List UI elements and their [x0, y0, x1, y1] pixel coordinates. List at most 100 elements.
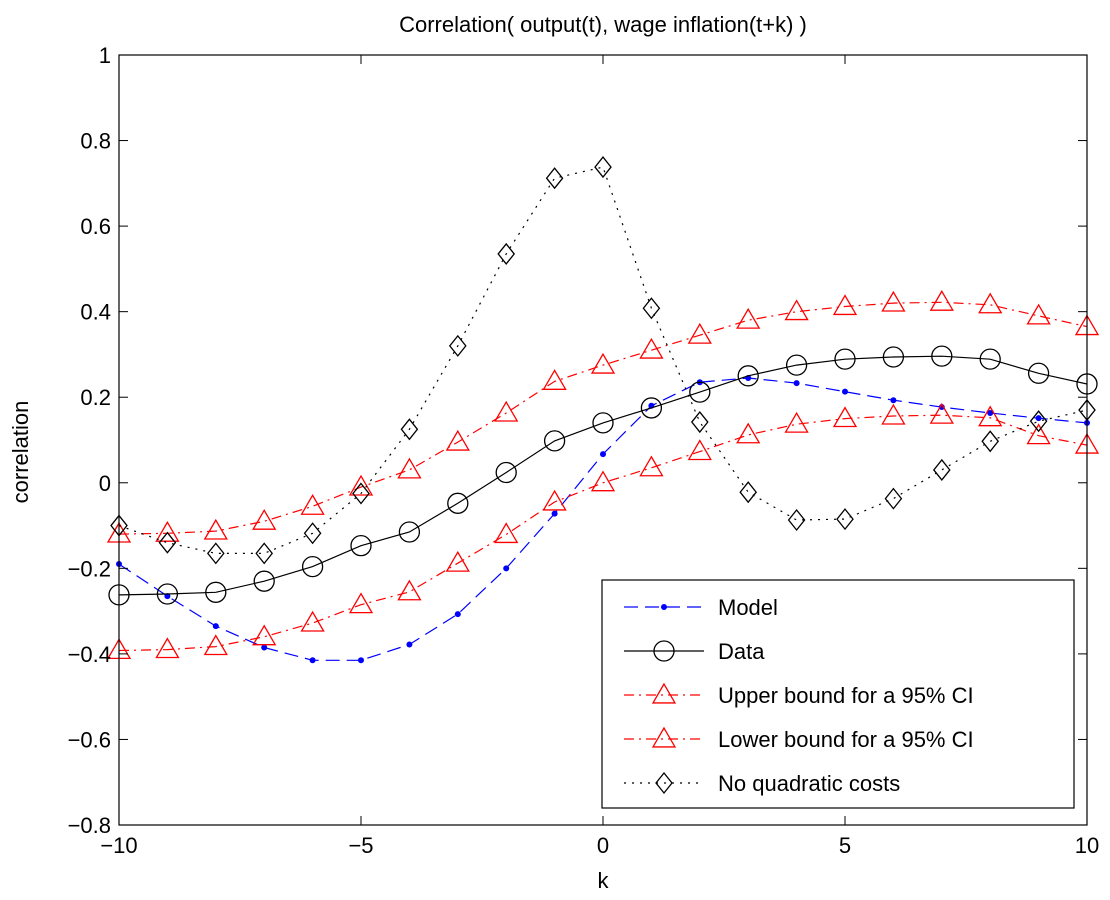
y-tick-label: 1 — [99, 43, 111, 68]
y-tick-label: −0.4 — [68, 642, 111, 667]
point-triangle — [155, 520, 180, 542]
y-tick-label: −0.2 — [68, 556, 111, 581]
point-circle — [398, 521, 421, 543]
point-circle — [689, 381, 711, 403]
series-line — [118, 355, 1088, 596]
legend-label: Upper bound for a 95% CI — [718, 683, 974, 708]
point-diamond — [836, 508, 854, 531]
point-circle — [640, 397, 663, 419]
legend-box — [601, 579, 1075, 809]
point-triangle — [639, 337, 664, 359]
point-diamond — [400, 418, 419, 441]
point-triangle — [397, 579, 422, 601]
point-triangle — [832, 294, 858, 316]
x-tick-label: 5 — [839, 833, 851, 858]
point-triangle — [445, 550, 470, 572]
point-dot — [600, 451, 606, 458]
series-0 — [116, 374, 1090, 664]
point-triangle — [590, 470, 616, 492]
chart-title: Correlation( output(t), wage inflation(t… — [399, 12, 807, 37]
y-axis-label: correlation — [8, 401, 33, 504]
y-tick-label: 0.4 — [80, 300, 111, 325]
point-dot — [454, 611, 461, 618]
point-circle — [495, 461, 517, 484]
point-circle — [301, 555, 324, 578]
point-diamond — [690, 410, 709, 434]
point-triangle — [590, 352, 616, 374]
point-diamond — [303, 522, 322, 545]
point-triangle — [155, 637, 180, 659]
y-tick-label: 0 — [99, 471, 111, 496]
point-triangle — [651, 726, 677, 748]
point-triangle — [736, 307, 761, 329]
point-dot — [551, 510, 558, 517]
series-line — [118, 301, 1088, 535]
point-triangle — [542, 369, 567, 390]
series-3 — [106, 402, 1100, 660]
point-triangle — [1026, 423, 1051, 445]
point-triangle — [300, 494, 325, 515]
series-1 — [108, 345, 1098, 606]
legend-label: Lower bound for a 95% CI — [718, 727, 974, 752]
point-triangle — [736, 422, 761, 444]
legend-item: Upper bound for a 95% CI — [624, 682, 974, 708]
legend-item: Model — [624, 595, 778, 620]
point-dot — [406, 641, 413, 648]
point-triangle — [651, 682, 677, 704]
point-dot — [842, 388, 848, 395]
point-triangle — [252, 508, 277, 530]
point-diamond — [981, 430, 1000, 453]
point-dot — [309, 657, 316, 664]
point-triangle — [542, 489, 567, 511]
x-tick-label: −10 — [100, 833, 137, 858]
point-circle — [205, 581, 227, 603]
point-circle — [737, 365, 759, 387]
point-diamond — [642, 297, 661, 320]
point-triangle — [881, 290, 906, 312]
point-diamond — [448, 334, 467, 357]
point-diamond — [352, 482, 370, 505]
legend-label: Model — [718, 595, 778, 620]
point-diamond — [206, 542, 225, 565]
point-triangle — [687, 322, 712, 344]
point-circle — [253, 570, 275, 592]
point-dot — [212, 623, 219, 630]
point-triangle — [687, 439, 712, 461]
legend-item: Data — [624, 639, 765, 664]
point-circle — [653, 640, 675, 662]
point-triangle — [784, 411, 809, 433]
point-triangle — [978, 292, 1003, 314]
y-tick-label: 0.8 — [80, 129, 111, 154]
ticks-layer: −10 −5 0 5 10 −0.8 −0.6 −0.4 −0.2 0 0.2 0.4 0.6 0.8 1 — [68, 43, 1100, 858]
point-triangle — [348, 592, 374, 614]
point-dot — [503, 565, 510, 572]
point-triangle — [639, 455, 664, 477]
point-dot — [793, 380, 800, 387]
legend: Model Data Upper bound for a 95% CI Lower b… — [601, 579, 1075, 809]
y-tick-label: −0.8 — [68, 813, 111, 838]
x-tick-label: 10 — [1075, 833, 1099, 858]
point-diamond — [497, 242, 516, 265]
point-circle — [834, 348, 856, 370]
point-triangle — [203, 634, 228, 656]
point-triangle — [348, 474, 374, 496]
point-diamond — [1029, 410, 1048, 433]
y-tick-label: 0.6 — [80, 214, 111, 239]
point-circle — [592, 412, 614, 434]
point-triangle — [203, 518, 228, 540]
point-dot — [261, 644, 268, 651]
series-layer — [106, 156, 1100, 664]
series-2 — [106, 289, 1100, 543]
point-circle — [931, 345, 953, 367]
point-triangle — [784, 299, 809, 321]
point-diamond — [884, 487, 903, 510]
point-dot — [358, 657, 364, 664]
point-triangle — [252, 624, 277, 646]
point-circle — [350, 535, 372, 557]
point-diamond — [545, 167, 564, 190]
point-triangle — [397, 457, 422, 479]
series-line — [118, 414, 1088, 652]
point-diamond — [655, 771, 673, 795]
point-triangle — [494, 400, 519, 422]
